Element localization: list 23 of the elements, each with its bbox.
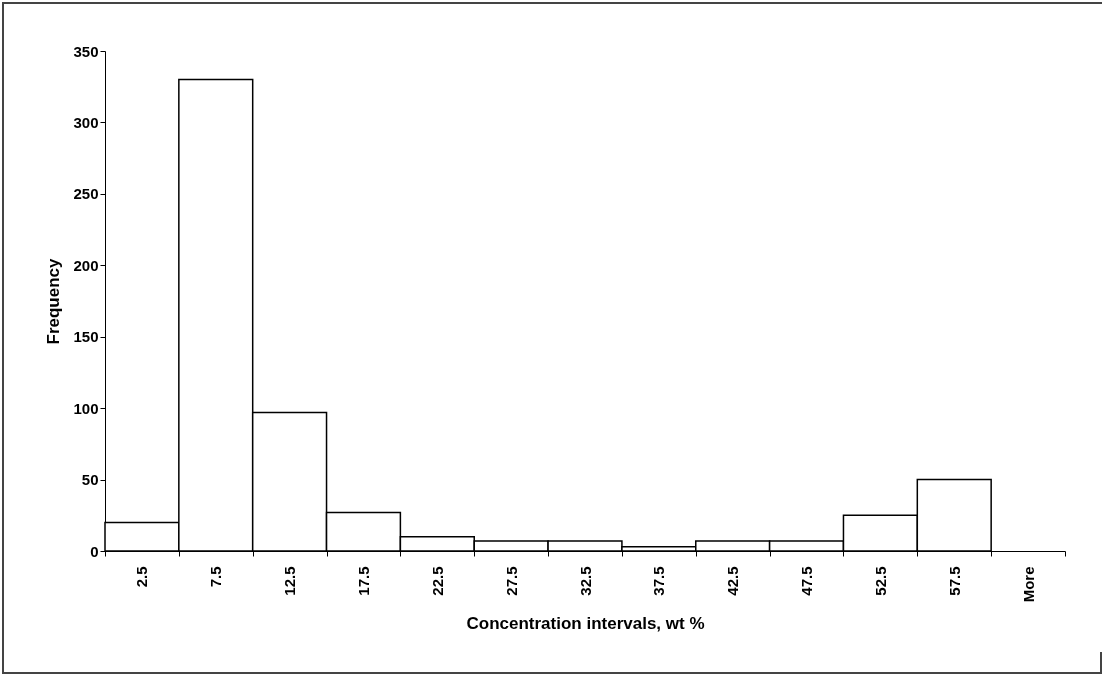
y-tick-label: 350: [73, 42, 99, 60]
x-tick-label: 7.5: [207, 566, 225, 588]
x-tick-label: 22.5: [428, 566, 446, 596]
y-tick-label: 50: [81, 471, 99, 489]
x-tick-label: 57.5: [945, 566, 963, 596]
x-tick-label: 32.5: [576, 566, 594, 596]
x-tick-label: 27.5: [502, 566, 520, 596]
y-tick-label: 250: [73, 185, 99, 203]
y-tick-label: 100: [73, 399, 99, 417]
y-axis-title: Frequency: [44, 257, 64, 345]
x-tick-label: 52.5: [871, 566, 889, 596]
y-tick-label: 300: [73, 113, 99, 131]
x-tick-label: 42.5: [724, 566, 742, 596]
x-axis-title: Concentration intervals, wt %: [466, 614, 705, 634]
x-tick-label: 12.5: [281, 566, 299, 596]
y-tick-label: 150: [73, 328, 99, 346]
x-tick-label: 2.5: [133, 566, 151, 588]
y-tick-label: 0: [90, 542, 99, 560]
x-tick-label: 37.5: [650, 566, 668, 596]
x-tick-label: More: [1019, 566, 1037, 603]
x-tick-label: 47.5: [798, 566, 816, 596]
y-tick-label: 200: [73, 256, 99, 274]
x-tick-label: 17.5: [354, 566, 372, 596]
